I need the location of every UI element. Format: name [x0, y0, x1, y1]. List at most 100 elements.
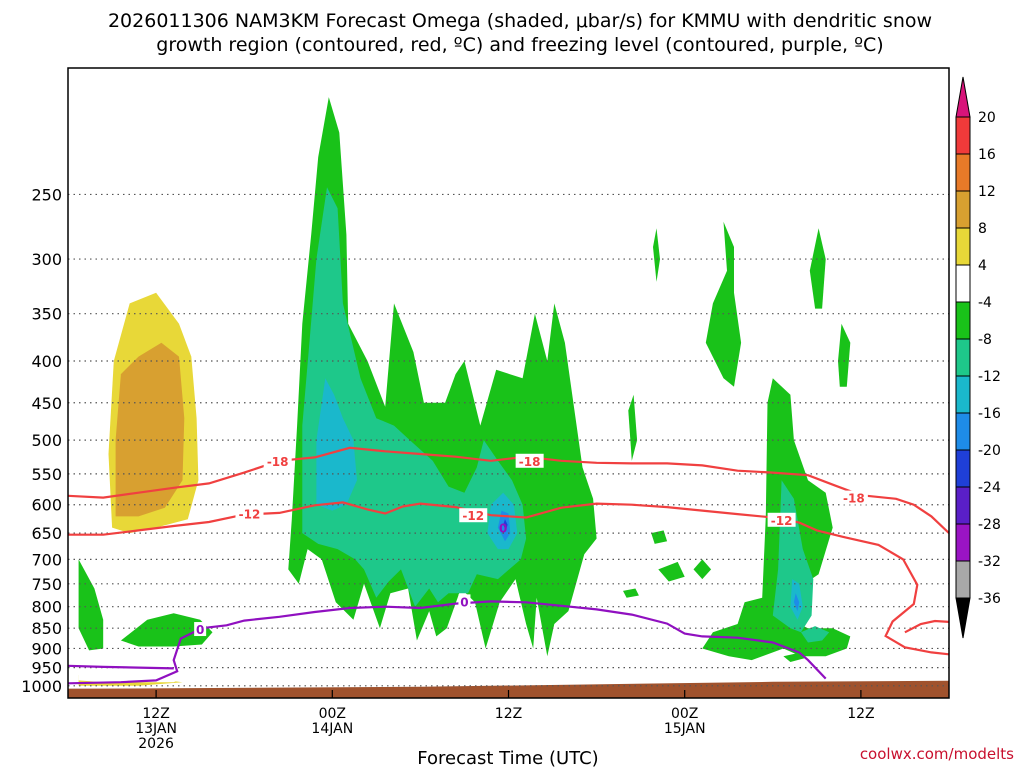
contour-label-extra-1: -18 [843, 492, 865, 506]
dendritic-contour-1-label-bg [235, 506, 264, 521]
freezing-contour-0 [68, 600, 827, 685]
colorbar-label-11: -28 [978, 517, 1001, 533]
contour-label-extra-bg-3 [767, 512, 796, 527]
contour-label-extra-bg-1 [839, 490, 868, 505]
x-tick-label-2-0: 12Z [495, 706, 522, 722]
omega-region-4 [115, 342, 185, 517]
y-tick-label-300: 300 [31, 250, 62, 269]
omega-region-6 [286, 253, 292, 329]
omega-region-12 [120, 613, 213, 647]
freezing-contour-0-label: 0 [196, 623, 204, 637]
y-tick-label-500: 500 [31, 431, 62, 450]
omega-region-22 [653, 228, 660, 282]
plot-area: -18 -12 0 0 -18 -18 -12 -12 0 250 300 350 400 450 500 5… [21, 67, 950, 752]
omega-region-21 [623, 588, 639, 598]
freezing-contour-2 [68, 664, 174, 670]
x-tick-label-0-0: 12Z [142, 706, 169, 722]
omega-region-15 [783, 652, 805, 662]
colorbar-segment-5 [955, 301, 971, 340]
omega-region-24 [693, 559, 712, 580]
omega-region-8 [561, 669, 576, 679]
freezing-contour-0-label-bg [194, 622, 207, 637]
y-tick-label-800: 800 [31, 598, 62, 617]
colorbar-label-13: -36 [978, 591, 1001, 607]
plot-body: -18 -12 0 0 -18 -18 -12 -12 0 [68, 68, 949, 698]
y-tick-label-350: 350 [31, 305, 62, 324]
contour-label-extra-0: -18 [519, 455, 541, 469]
x-tick-label-1-1: 14JAN [311, 721, 353, 737]
contour-label-extra-2: -12 [462, 509, 484, 523]
colorbar-segment-11 [955, 523, 971, 562]
dendritic-contour-2 [904, 619, 949, 634]
colorbar-label-12: -32 [978, 554, 1001, 570]
colorbar-label-9: -20 [978, 443, 1001, 459]
colorbar-label-5: -4 [978, 295, 992, 311]
colorbar-label-0: 20 [978, 110, 996, 126]
colorbar-segment-8 [955, 412, 971, 451]
omega-region-32 [793, 593, 800, 612]
y-tick-label-1000: 1000 [21, 677, 62, 696]
colorbar-label-4: 4 [978, 258, 987, 274]
x-axis-label: Forecast Time (UTC) [417, 748, 598, 768]
y-tick-label-450: 450 [31, 394, 62, 413]
x-tick-label-3-0: 00Z [671, 706, 698, 722]
x-tick-label-1-0: 00Z [319, 706, 346, 722]
omega-region-33 [503, 519, 508, 531]
dendritic-contour-0-label: -18 [267, 455, 289, 469]
omega-region-19 [651, 530, 668, 544]
y-tick-label-700: 700 [31, 550, 62, 569]
chart-title-line1: 2026011306 NAM3KM Forecast Omega (shaded… [108, 10, 932, 32]
colorbar-label-10: -24 [978, 480, 1001, 496]
colorbar-segment-10 [955, 486, 971, 525]
colorbar-segment-4 [955, 264, 971, 303]
freezing-contour-1-label: 0 [460, 595, 468, 609]
dendritic-contour-1 [68, 501, 949, 656]
contour-label-extra-bg-0 [515, 453, 544, 468]
omega-region-7 [360, 624, 370, 657]
colorbar-label-1: 16 [978, 147, 996, 163]
x-tick-label-0-1: 13JAN [135, 721, 177, 737]
colorbar-top-arrow [955, 76, 971, 118]
omega-region-23 [628, 394, 638, 461]
colorbar-label-3: 8 [978, 221, 987, 237]
dendritic-contour-1-label: -12 [239, 507, 261, 521]
y-tick-label-900: 900 [31, 639, 62, 658]
colorbar: 20 16 12 8 4 -4 -8 -12 -16 -20 -24 -28 -32 -36 [955, 76, 1001, 639]
colorbar-label-7: -12 [978, 369, 1001, 385]
y-tick-label-400: 400 [31, 352, 62, 371]
colorbar-bottom-arrow [955, 597, 971, 639]
omega-region-27 [801, 626, 830, 643]
colorbar-segment-2 [955, 190, 971, 229]
x-tick-label-3-1: 15JAN [664, 721, 706, 737]
omega-region-9 [896, 665, 948, 681]
colorbar-segment-1 [955, 153, 971, 192]
colorbar-label-8: -16 [978, 406, 1001, 422]
colorbar-segment-12 [955, 560, 971, 599]
omega-region-1 [78, 667, 192, 683]
colorbar-label-2: 12 [978, 184, 996, 200]
omega-region-18 [838, 323, 851, 387]
contour-label-extra-4: 0 [499, 522, 507, 536]
y-tick-label-750: 750 [31, 575, 62, 594]
chart-title-line2: growth region (contoured, red, ºC) and f… [156, 34, 883, 56]
omega-region-11 [78, 559, 104, 651]
omega-region-20 [658, 561, 685, 582]
x-tick-label-4-0: 12Z [847, 706, 874, 722]
colorbar-label-6: -8 [978, 332, 992, 348]
colorbar-segment-3 [955, 227, 971, 266]
omega-region-17 [809, 228, 826, 309]
colorbar-segment-7 [955, 375, 971, 414]
credit-text: coolwx.com/modelts [860, 745, 1014, 763]
y-tick-label-850: 850 [31, 619, 62, 638]
omega-region-25 [302, 187, 527, 607]
y-tick-label-950: 950 [31, 659, 62, 678]
omega-region-10 [901, 394, 948, 589]
y-tick-label-250: 250 [31, 185, 62, 204]
contour-label-extra-bg-2 [459, 508, 488, 523]
x-tick-label-0-2: 2026 [138, 736, 174, 752]
omega-region-5 [80, 421, 90, 461]
y-tick-label-600: 600 [31, 496, 62, 515]
y-tick-label-650: 650 [31, 524, 62, 543]
colorbar-segment-9 [955, 449, 971, 488]
